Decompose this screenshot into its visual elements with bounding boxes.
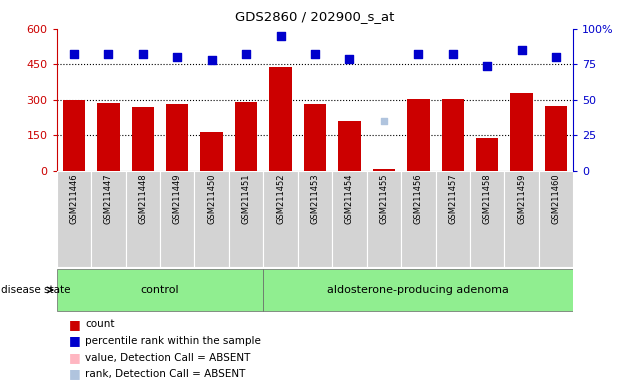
Bar: [63, 100, 85, 171]
Text: GSM211460: GSM211460: [552, 174, 561, 224]
Text: ■: ■: [69, 367, 81, 381]
Text: aldosterone-producing adenoma: aldosterone-producing adenoma: [328, 285, 509, 295]
Bar: [338, 121, 360, 171]
Text: GSM211446: GSM211446: [69, 174, 78, 224]
Text: GSM211455: GSM211455: [379, 174, 388, 224]
Bar: [160, 171, 195, 267]
Bar: [270, 67, 292, 171]
Point: [241, 51, 251, 58]
Point: [275, 33, 285, 39]
Point: [310, 51, 320, 58]
Bar: [505, 171, 539, 267]
Text: control: control: [140, 285, 180, 295]
Bar: [442, 99, 464, 171]
Bar: [304, 104, 326, 171]
Bar: [435, 171, 470, 267]
Bar: [373, 169, 395, 171]
Text: GSM211453: GSM211453: [311, 174, 319, 224]
Bar: [367, 171, 401, 267]
Text: GSM211451: GSM211451: [242, 174, 251, 224]
Text: GSM211450: GSM211450: [207, 174, 216, 224]
Text: ■: ■: [69, 351, 81, 364]
Point: [413, 51, 423, 58]
Bar: [200, 132, 223, 171]
Bar: [91, 171, 125, 267]
Text: GDS2860 / 202900_s_at: GDS2860 / 202900_s_at: [236, 10, 394, 23]
Bar: [132, 107, 154, 171]
Text: percentile rank within the sample: percentile rank within the sample: [85, 336, 261, 346]
Point: [207, 57, 217, 63]
Point: [482, 63, 492, 69]
Bar: [539, 171, 573, 267]
Text: GSM211459: GSM211459: [517, 174, 526, 224]
Text: rank, Detection Call = ABSENT: rank, Detection Call = ABSENT: [85, 369, 246, 379]
Text: disease state: disease state: [1, 285, 71, 295]
Point: [103, 51, 113, 58]
Bar: [263, 269, 573, 311]
Text: count: count: [85, 319, 115, 329]
Bar: [57, 269, 263, 311]
Bar: [166, 104, 188, 171]
Text: GSM211448: GSM211448: [139, 174, 147, 224]
Point: [551, 54, 561, 60]
Text: GSM211456: GSM211456: [414, 174, 423, 224]
Text: GSM211454: GSM211454: [345, 174, 354, 224]
Bar: [263, 171, 298, 267]
Bar: [401, 171, 435, 267]
Text: GSM211457: GSM211457: [449, 174, 457, 224]
Bar: [125, 171, 160, 267]
Text: ■: ■: [69, 318, 81, 331]
Text: GSM211447: GSM211447: [104, 174, 113, 224]
Text: GSM211458: GSM211458: [483, 174, 491, 224]
Bar: [235, 102, 257, 171]
Text: ■: ■: [69, 334, 81, 348]
Bar: [407, 99, 430, 171]
Text: value, Detection Call = ABSENT: value, Detection Call = ABSENT: [85, 353, 251, 362]
Text: GSM211452: GSM211452: [276, 174, 285, 224]
Point: [448, 51, 458, 58]
Bar: [476, 138, 498, 171]
Point: [138, 51, 148, 58]
Bar: [298, 171, 332, 267]
Bar: [545, 106, 567, 171]
Point: [379, 118, 389, 124]
Point: [517, 47, 527, 53]
Bar: [510, 93, 533, 171]
Point: [345, 56, 355, 62]
Point: [69, 51, 79, 58]
Bar: [97, 103, 120, 171]
Bar: [57, 171, 91, 267]
Bar: [195, 171, 229, 267]
Bar: [332, 171, 367, 267]
Point: [172, 54, 182, 60]
Bar: [470, 171, 505, 267]
Bar: [229, 171, 263, 267]
Text: GSM211449: GSM211449: [173, 174, 181, 224]
